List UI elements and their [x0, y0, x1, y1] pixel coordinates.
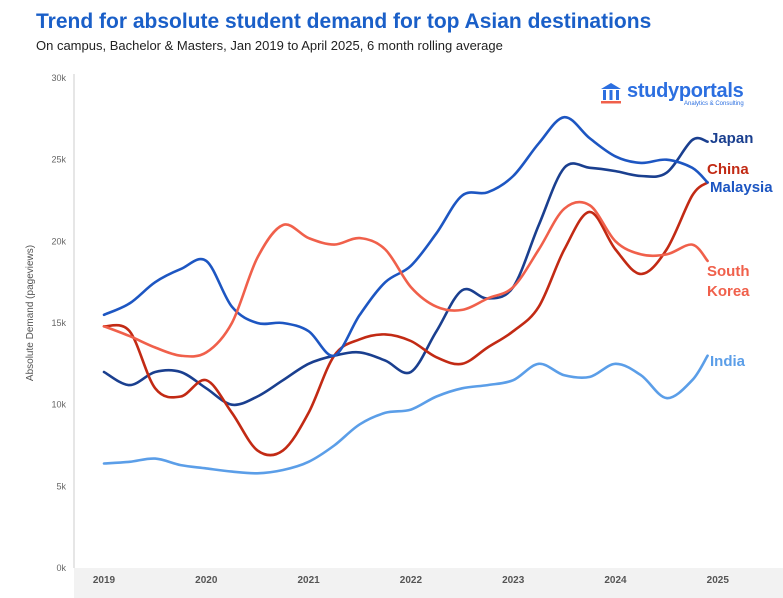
series-label-line: South: [707, 263, 750, 280]
chart-subtitle: On campus, Bachelor & Masters, Jan 2019 …: [36, 38, 503, 53]
series-label-line: Korea: [707, 283, 750, 300]
series-line-south-korea: [102, 200, 709, 358]
x-axis-band: [74, 568, 783, 598]
series-label-china: China: [707, 161, 749, 178]
building-columns-icon: [601, 83, 621, 104]
y-tick-label: 0k: [56, 563, 66, 573]
x-tick-label: 2021: [297, 575, 320, 586]
chart-series: [102, 115, 709, 475]
x-tick-label: 2022: [400, 575, 423, 586]
x-tick-label: 2020: [195, 575, 218, 586]
series-line-malaysia: [102, 115, 709, 358]
series-label-south-korea: South Korea: [707, 263, 750, 300]
series-line-japan: [102, 136, 709, 407]
x-tick-label: 2023: [502, 575, 525, 586]
x-tick-label: 2025: [707, 575, 730, 586]
y-axis-label: Absolute Demand (pageviews): [25, 245, 36, 381]
series-label-japan: Japan: [710, 130, 753, 147]
y-tick-label: 20k: [51, 236, 66, 246]
series-label-malaysia: Malaysia: [710, 179, 773, 196]
y-tick-label: 30k: [51, 73, 66, 83]
series-line-india: [102, 354, 709, 475]
logo-wordmark: studyportals: [627, 80, 744, 102]
series-line-china: [102, 181, 709, 457]
x-tick-label: 2019: [93, 575, 116, 586]
y-tick-label: 15k: [51, 318, 66, 328]
series-label-india: India: [710, 353, 746, 370]
y-tick-label: 5k: [56, 481, 66, 491]
y-tick-label: 10k: [51, 400, 66, 410]
y-tick-label: 25k: [51, 155, 66, 165]
x-tick-label: 2024: [604, 575, 627, 586]
logo-tagline: Analytics & Consulting: [684, 101, 744, 107]
chart-axes: 0k 5k 10k 15k 20k 25k 30k Absolute Demand (page…: [25, 73, 783, 598]
chart-title: Trend for absolute student demand for to…: [36, 10, 652, 33]
